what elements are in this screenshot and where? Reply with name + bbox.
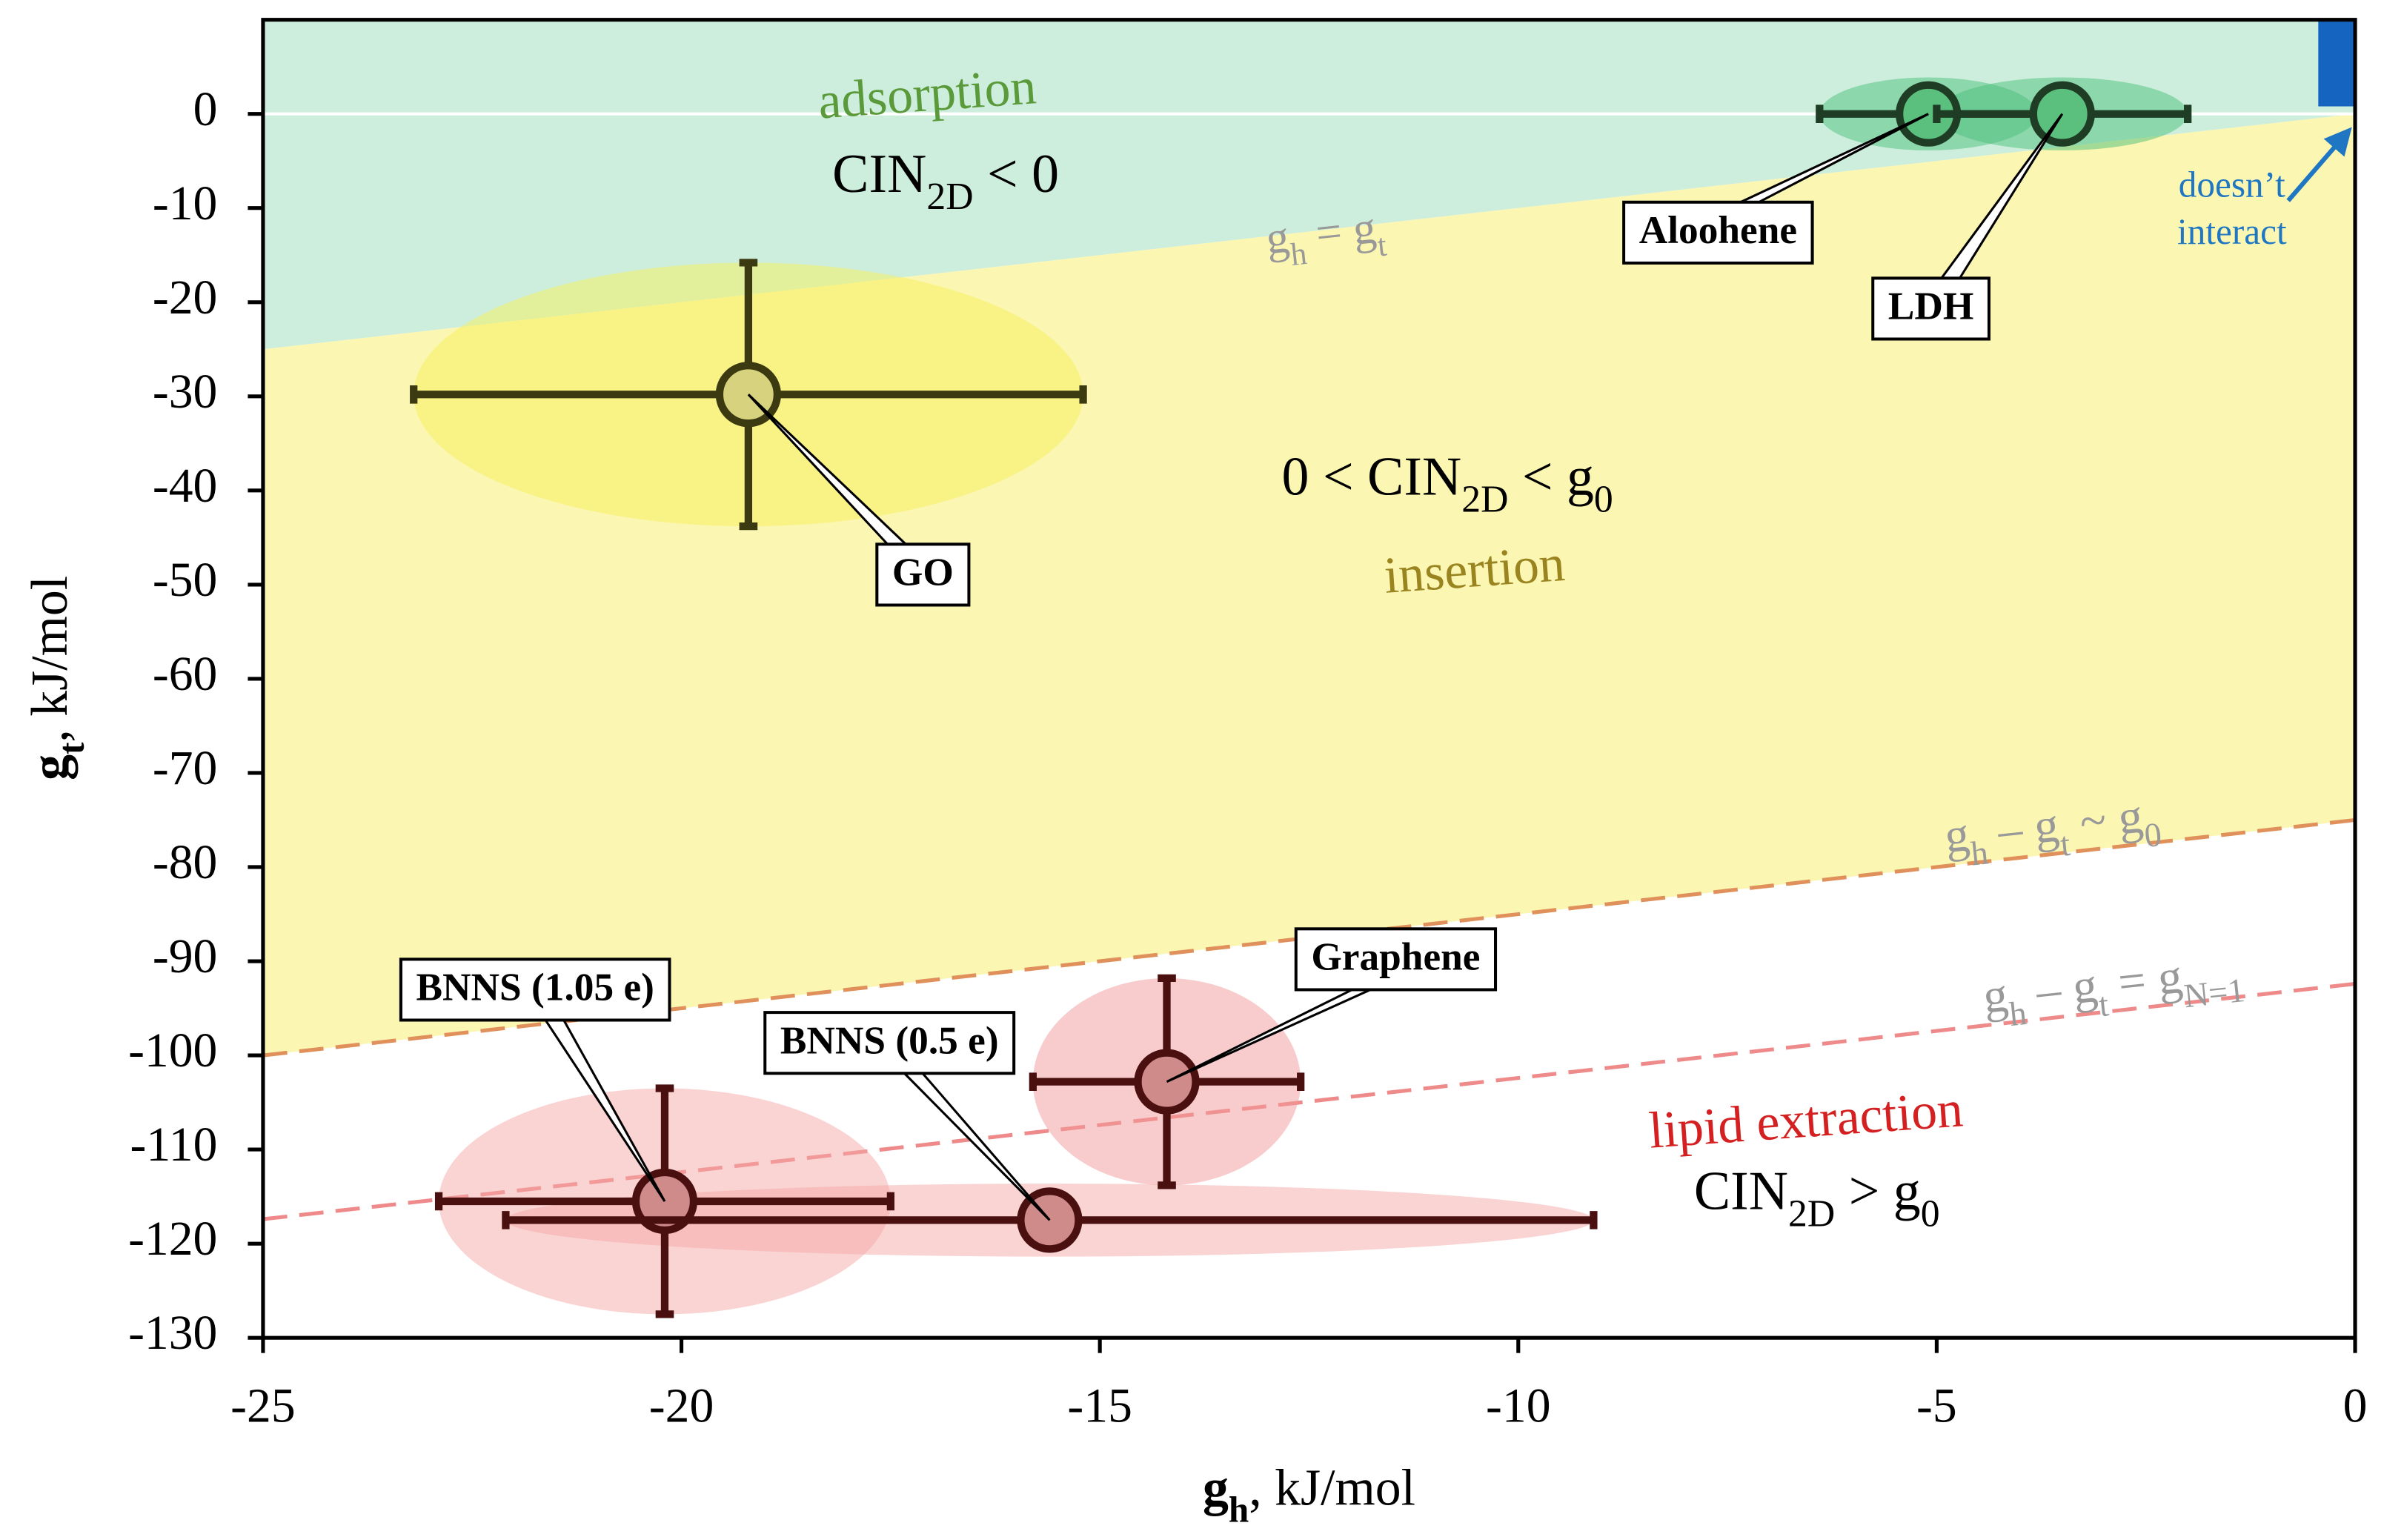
annotation: CIN2D < 0 [832,143,1059,218]
annotation-part: 0 [1921,1193,1940,1235]
annotation-part: g [1981,969,2011,1024]
y-tick-label: -100 [128,1024,217,1078]
annotation-part: h [2008,994,2028,1033]
callout-label: BNNS (1.05 e) [416,965,654,1009]
annotation-part: ~ g [2065,790,2145,851]
callout-cover [1297,930,1494,989]
y-tick-label: -90 [153,930,217,983]
annotation-part: < g [1508,445,1594,506]
x-tick-label: -10 [1486,1380,1550,1433]
callout-cover [878,545,968,604]
callout-label: BNNS (0.5 e) [780,1018,999,1063]
callout-label: LDH [1888,284,1974,328]
axis-label-part: g [21,754,79,780]
callout-label: GO [892,550,954,594]
annotation: gh – gt = gN=1 [1981,943,2247,1035]
y-label: gt, kJ/mol [21,576,92,780]
annotation-part: interact [2177,211,2287,252]
annotation-part: < 0 [974,143,1060,204]
callout-cover [1874,279,1988,338]
annotation-part: t [1376,228,1389,264]
annotation-part: CIN [1694,1160,1788,1221]
annotation-part: = g [2104,950,2185,1011]
annotation-part: lipid extraction [1647,1081,1965,1159]
axis-label-part: , kJ/mol [21,576,79,743]
annotation-arrow [2286,127,2352,202]
annotation: doesn’t [2179,165,2285,205]
annotation-part: – g [1983,798,2061,859]
callout-cover [1625,203,1811,262]
annotation-part: 2D [1461,479,1508,521]
y-tick-label: -20 [153,271,217,325]
annotation-part: doesn’t [2179,165,2285,205]
axis-label-part: , kJ/mol [1249,1459,1415,1516]
callout: Graphene [1166,927,1498,1083]
x-tick-label: -25 [230,1380,295,1433]
x-tick-label: -15 [1067,1380,1132,1433]
annotation-part: g [1942,808,1972,863]
annotation-part: > g [1835,1160,1921,1221]
y-tick-label: -70 [153,742,217,795]
callout-label: Graphene [1311,935,1480,979]
y-tick-label: -120 [128,1212,217,1266]
x-tick-label: -20 [649,1380,714,1433]
annotation-part: – g [2022,959,2099,1020]
callout-cover [766,1014,1013,1072]
y-tick-label: -60 [153,648,217,701]
annotation-part: g [1264,212,1292,265]
annotation-part: CIN [832,143,926,204]
annotation-part: 2D [926,176,973,218]
axis-label-part: h [1229,1489,1249,1530]
annotation-part: h [1289,236,1308,273]
callout: BNNS (0.5 e) [763,1011,1051,1221]
annotation-part: t [2097,985,2111,1023]
annotation-part: 0 [1594,479,1613,521]
axis-label-part: t [51,742,92,754]
axis-label-part: g [1203,1459,1229,1516]
y-tick-label: -80 [153,836,217,889]
y-tick-label: -110 [130,1118,218,1172]
y-tick-label: -10 [153,177,217,230]
annotation-part: N=1 [2182,971,2247,1015]
no-interaction-zone [2318,19,2356,107]
annotation-part: 2D [1788,1193,1835,1235]
annotation: lipid extraction [1647,1081,1965,1159]
y-tick-label: -130 [128,1307,217,1360]
annotation: CIN2D > g0 [1694,1160,1940,1235]
y-tick-label: -40 [153,459,217,513]
annotation-part: = g [1302,202,1378,260]
annotation: gh – gt ~ g0 [1942,788,2164,875]
annotation-part: 0 [2142,815,2163,854]
annotation-part: h [1969,833,1990,872]
callout: Aloohene [1622,113,1929,265]
y-tick-label: 0 [193,83,218,136]
x-tick-label: 0 [2343,1380,2368,1433]
callout: LDH [1871,113,2064,341]
x-label: gh, kJ/mol [1203,1459,1415,1530]
callout-label: Aloohene [1639,208,1797,252]
callout: GO [747,394,971,607]
annotation: 0 < CIN2D < g0 [1282,445,1613,520]
annotation-part: insertion [1382,535,1567,605]
y-tick-label: -30 [153,365,217,419]
annotation: gh = gt [1264,202,1388,276]
annotation: insertion [1382,535,1567,605]
annotation-part: 0 < CIN [1282,445,1462,506]
callout-cover [402,960,668,1019]
y-tick-label: -50 [153,554,217,607]
annotation: interact [2177,211,2287,252]
annotation-part: t [2059,825,2072,863]
callout: BNNS (1.05 e) [399,957,671,1202]
x-tick-label: -5 [1916,1380,1957,1433]
